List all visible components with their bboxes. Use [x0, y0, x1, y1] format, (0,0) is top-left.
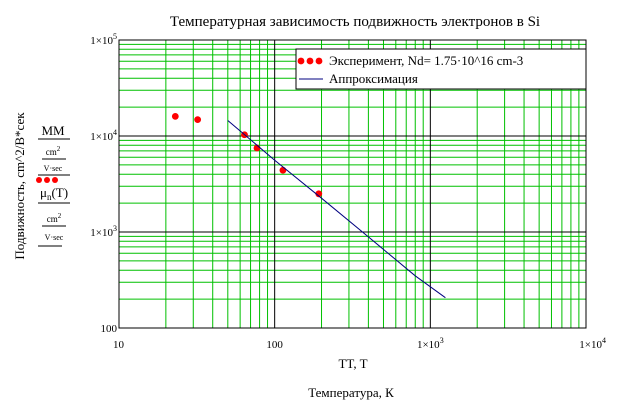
legend-label-fit: Аппроксимация: [329, 71, 418, 86]
y-tick-label: 1×103: [90, 224, 117, 239]
y-expr-upper-num: MM: [41, 123, 65, 138]
y-axis-title: Подвижность, cm^2/В*сек: [12, 112, 27, 260]
y-expr-lower-den-num: cm2: [47, 212, 62, 224]
plot-frame: [118, 39, 587, 329]
data-point: [171, 113, 179, 120]
series-line-fit: [227, 120, 446, 299]
chart-title: Температурная зависимость подвижность эл…: [170, 14, 540, 30]
x-axis-title: Температура, К: [308, 385, 394, 400]
x-tick-label: 100: [266, 339, 283, 351]
x-tick-label: 1×103: [417, 336, 444, 351]
y-tick-label: 100: [101, 323, 118, 335]
y-tick-label: 1×105: [90, 32, 117, 47]
series-layer: [171, 113, 446, 299]
x-variable-label: TT, T: [338, 356, 367, 371]
legend-marker-experiment: [297, 57, 323, 65]
y-tick-label: 1×104: [90, 128, 117, 143]
legend-label-experiment: Эксперимент, Nd= 1.75·10^16 cm-3: [329, 53, 523, 68]
y-expr-upper-den-den: V·sec: [44, 164, 63, 173]
data-point: [279, 166, 287, 174]
legend-box: [295, 48, 587, 90]
x-tick-label: 10: [113, 339, 125, 351]
tick-labels: 10 100 1×103 1×104 100 1×103 1×104 1×105: [90, 32, 606, 351]
legend: Эксперимент, Nd= 1.75·10^16 cm-3 Аппрокс…: [295, 48, 587, 90]
y-expr-upper-den-num: cm2: [46, 145, 61, 157]
x-tick-label: 1×104: [579, 336, 606, 351]
y-expression-lower: μn(T) cm2 V·sec: [38, 185, 70, 247]
data-point: [315, 190, 323, 198]
y-expression-marker: [36, 177, 58, 183]
y-expr-lower-num: μn(T): [40, 185, 68, 202]
y-expression-upper: MM cm2 V·sec: [38, 123, 70, 176]
y-expr-lower-den-den: V·sec: [45, 233, 64, 242]
data-point: [194, 116, 202, 124]
